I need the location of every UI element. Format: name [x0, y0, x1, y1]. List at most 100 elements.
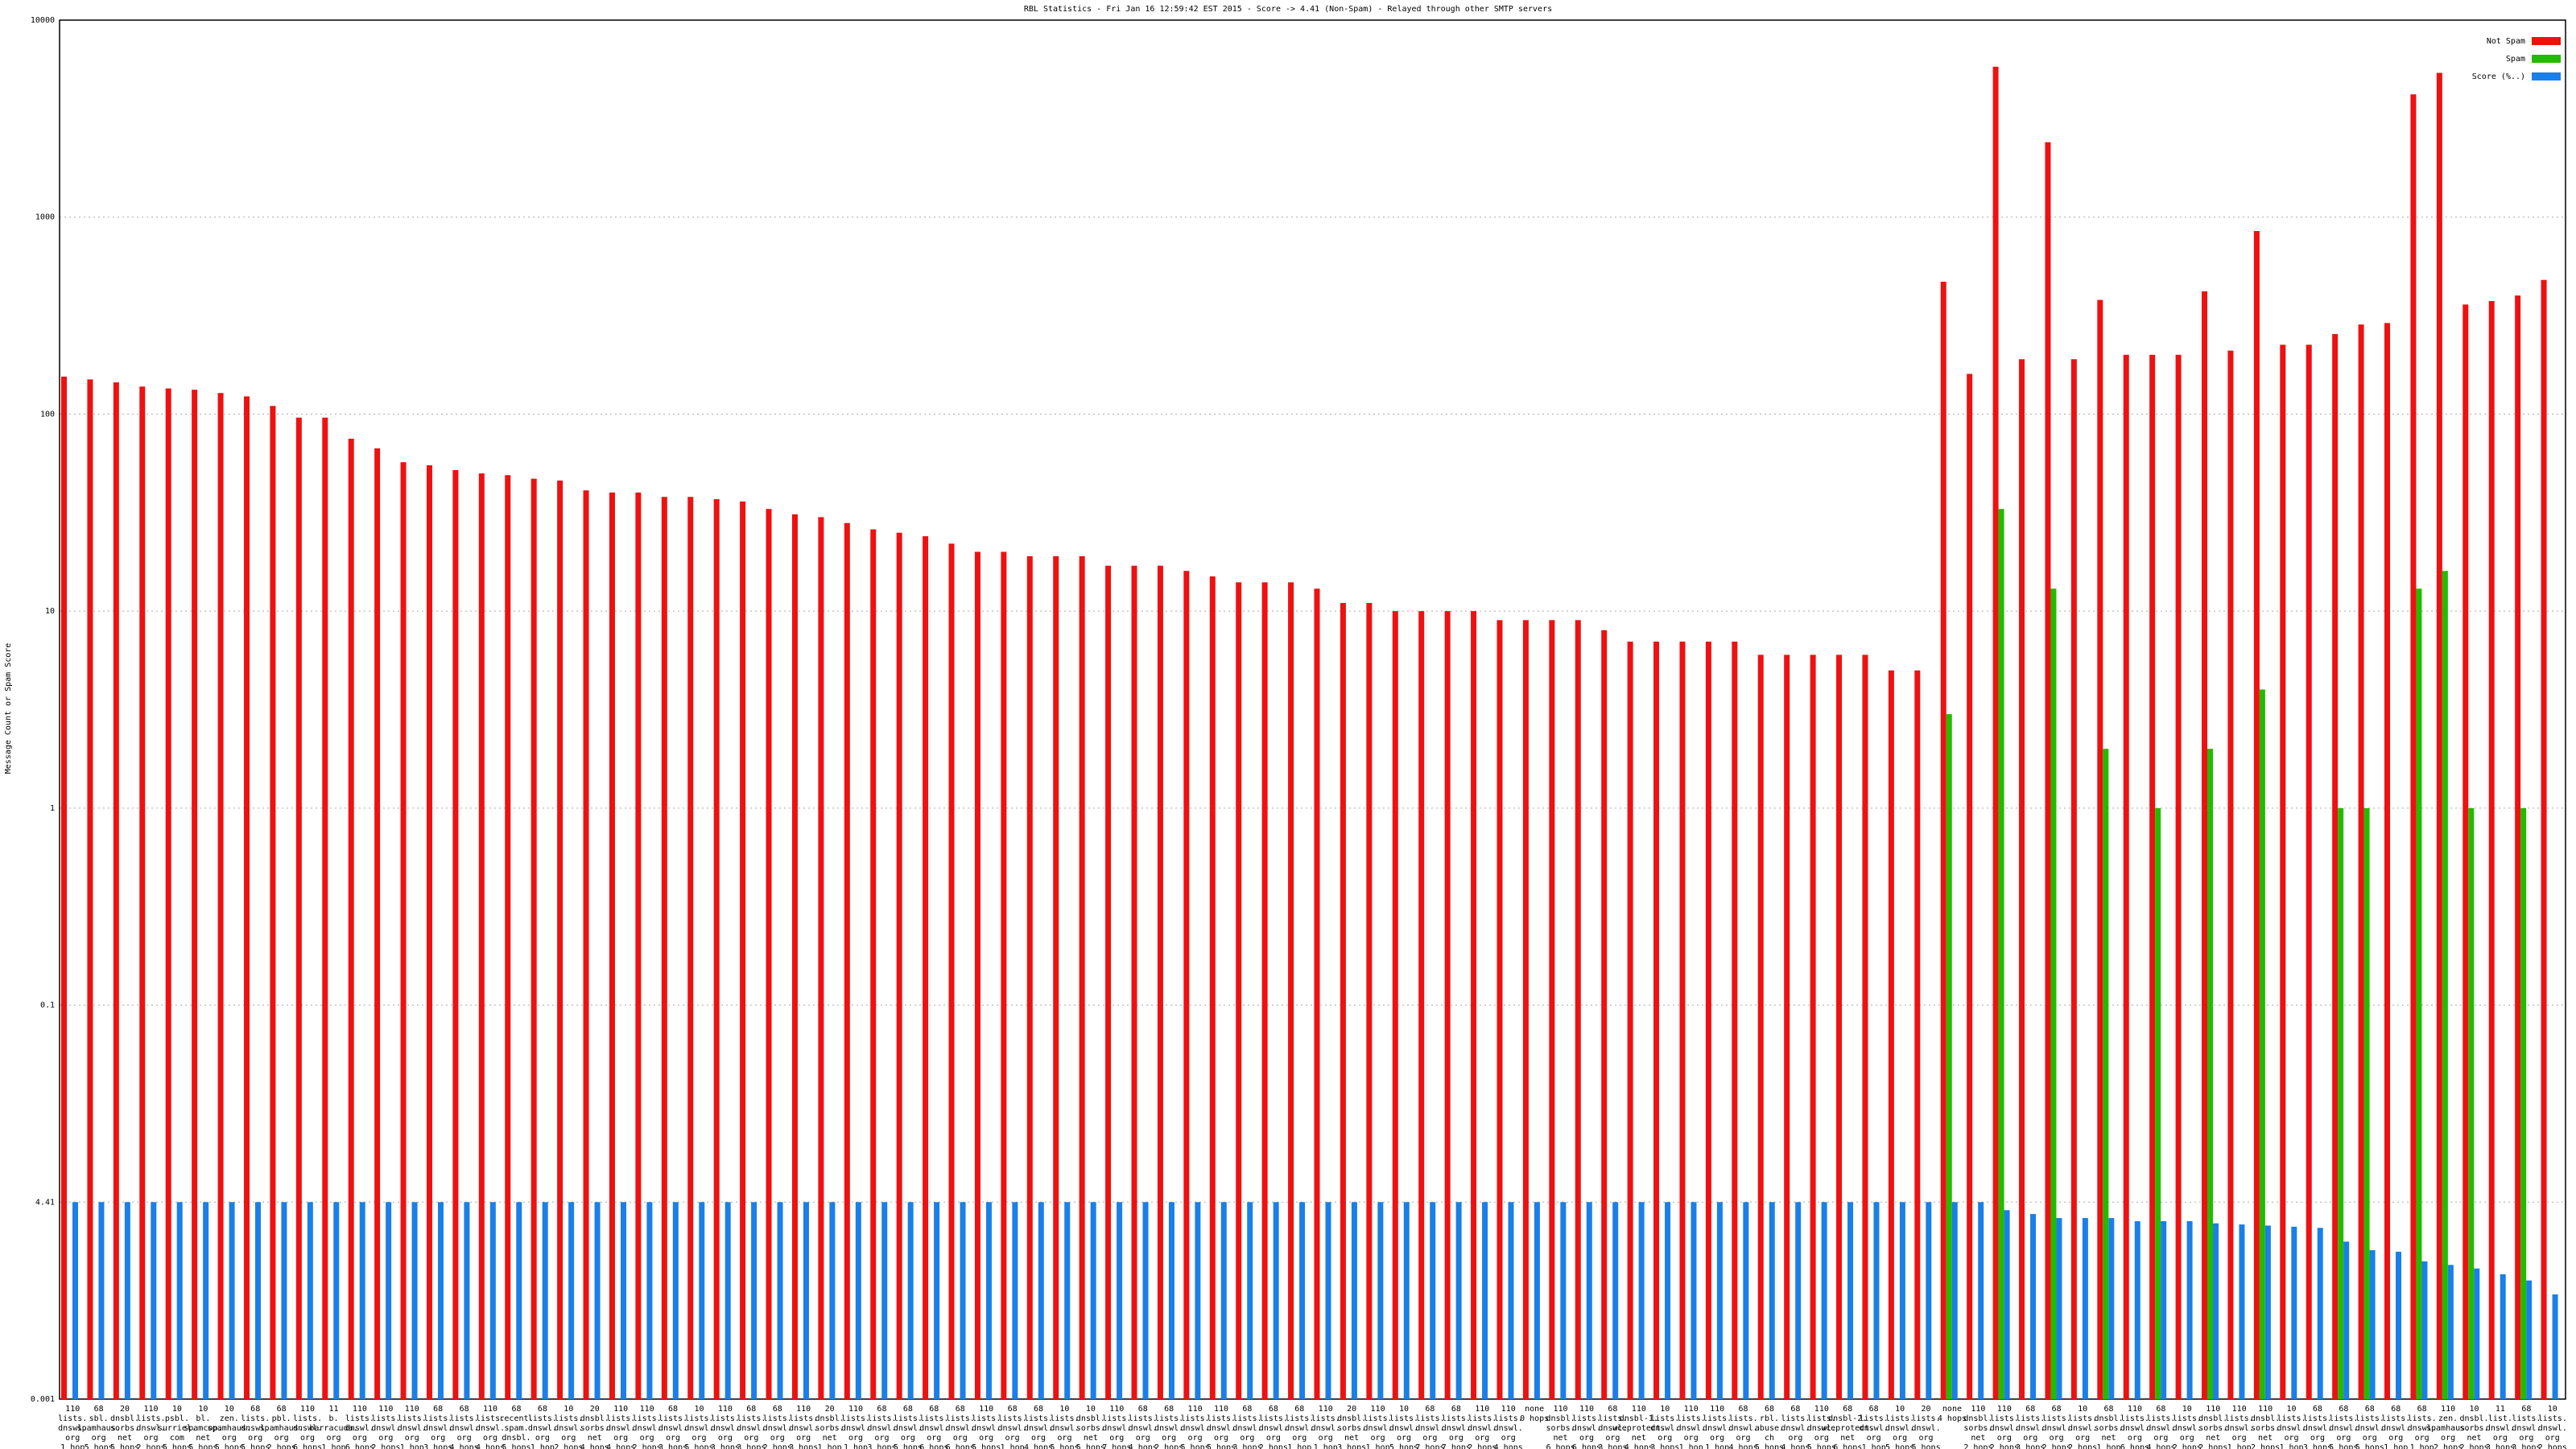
x-tick-label: dnswl. [2016, 1424, 2045, 1433]
x-tick-label: lists. [1494, 1414, 1523, 1423]
bar [1392, 611, 1398, 1399]
bar [1978, 1202, 1984, 1399]
x-tick-label: net [588, 1434, 602, 1443]
bar [2363, 807, 2370, 1399]
bar [2332, 333, 2339, 1399]
y-tick-label: 10000 [31, 16, 55, 25]
x-tick-label: net [1084, 1434, 1098, 1443]
x-tick-label: dnswl. [2146, 1424, 2175, 1433]
x-tick-label: lists. [58, 1414, 87, 1423]
x-tick-label: spamhaus. [208, 1424, 251, 1433]
x-tick-label: 68 [2339, 1405, 2348, 1414]
x-tick-label: org [770, 1434, 785, 1443]
x-tick-label: 10 [1059, 1405, 1069, 1414]
x-tick-label: 68 [1425, 1405, 1435, 1414]
bar [322, 417, 328, 1399]
x-tick-label: 5 hops [163, 1443, 192, 1449]
x-tick-label: lists. [1703, 1414, 1732, 1423]
x-tick-label: org [901, 1434, 915, 1443]
bar [870, 529, 877, 1399]
x-tick-label: 10 [2469, 1405, 2479, 1414]
x-tick-label: 68 [511, 1405, 521, 1414]
bar [229, 1202, 235, 1399]
x-tick-label: lists. [1572, 1414, 1601, 1423]
x-tick-label: dnswl. [2538, 1424, 2567, 1433]
x-tick-label: lists. [1781, 1414, 1810, 1423]
bar [1810, 654, 1816, 1399]
x-tick-label: dnswl. [1232, 1424, 1261, 1433]
x-tick-label: dnswl. [293, 1424, 322, 1433]
x-tick-label: org [143, 1434, 158, 1443]
x-tick-label: lists. [2068, 1414, 2097, 1423]
bar [1288, 582, 1294, 1399]
x-tick-label: dnswl. [1129, 1424, 1158, 1433]
bar [452, 469, 459, 1399]
bar [1079, 555, 1085, 1399]
x-tick-label: dnswl. [136, 1424, 165, 1433]
x-tick-label: 110 [1684, 1405, 1699, 1414]
x-tick-label: dnswl. [2042, 1424, 2071, 1433]
x-tick-label: 68 [1765, 1405, 1774, 1414]
bar [740, 502, 746, 1399]
x-tick-label: dnswl. [2355, 1424, 2384, 1433]
x-tick-label: org [640, 1434, 654, 1443]
x-tick-label: 2 hops [2068, 1443, 2097, 1449]
bar [1743, 1202, 1749, 1399]
x-tick-label: org [1005, 1434, 1020, 1443]
x-tick-label: dnswl. [1807, 1424, 1836, 1433]
bar [907, 1202, 914, 1399]
x-tick-label: 3 hops [711, 1443, 740, 1449]
x-tick-label: dnswl. [1259, 1424, 1288, 1433]
x-tick-label: org [1109, 1434, 1124, 1443]
bar [803, 1202, 809, 1399]
x-tick-label: org [1919, 1434, 1934, 1443]
bar [1612, 1202, 1619, 1399]
x-tick-label: 68 [2365, 1405, 2375, 1414]
bar [98, 1202, 105, 1399]
bar [176, 1202, 183, 1399]
x-tick-label: 5 hops [1181, 1443, 1210, 1449]
x-tick-label: 110 [2441, 1405, 2455, 1414]
x-tick-label: 1 hop [2279, 1443, 2303, 1449]
bar [948, 543, 955, 1399]
x-tick-label: 5 hops [215, 1443, 244, 1449]
x-tick-label: dnswl. [1181, 1424, 1210, 1433]
x-tick-label: 2 hops [1963, 1443, 1992, 1449]
x-tick-label: lists. [789, 1414, 818, 1423]
x-tick-label: 2 hops [1990, 1443, 2019, 1449]
x-tick-label: 68 [956, 1405, 965, 1414]
bar [333, 1202, 340, 1399]
x-tick-label: 20 [1922, 1405, 1931, 1414]
x-tick-label: lists. [737, 1414, 766, 1423]
x-tick-label: zen. [220, 1414, 239, 1423]
bar [1142, 1202, 1149, 1399]
x-tick-label: none [1525, 1405, 1544, 1414]
x-tick-label: dnswl. [554, 1424, 583, 1433]
x-tick-label: dnswl. [1442, 1424, 1471, 1433]
x-tick-label: dnswl. [919, 1424, 948, 1433]
bar [724, 1202, 731, 1399]
bar [1064, 1202, 1071, 1399]
bar [1236, 582, 1242, 1399]
x-tick-label: org [1397, 1434, 1411, 1443]
x-tick-label: lists. [371, 1414, 400, 1423]
x-tick-label: 68 [1269, 1405, 1278, 1414]
x-tick-label: lists. [398, 1414, 427, 1423]
bar [699, 1202, 705, 1399]
bar [1366, 603, 1373, 1399]
x-tick-label: org [1997, 1434, 2012, 1443]
bar [609, 492, 615, 1399]
x-tick-label: 7 hops [1102, 1443, 1131, 1449]
x-tick-label: 3 hops [737, 1443, 766, 1449]
bar [2264, 1225, 2271, 1399]
x-tick-label: org [1710, 1434, 1724, 1443]
x-tick-label: 68 [2104, 1405, 2114, 1414]
x-tick-label: 20 [590, 1405, 600, 1414]
x-tick-label: org [1501, 1434, 1516, 1443]
bar [2004, 1210, 2010, 1399]
x-tick-label: sorbs. [1076, 1424, 1105, 1433]
x-tick-label: 110 [143, 1405, 158, 1414]
bar [1847, 1202, 1854, 1399]
bar [829, 1202, 836, 1399]
bar [661, 497, 667, 1400]
